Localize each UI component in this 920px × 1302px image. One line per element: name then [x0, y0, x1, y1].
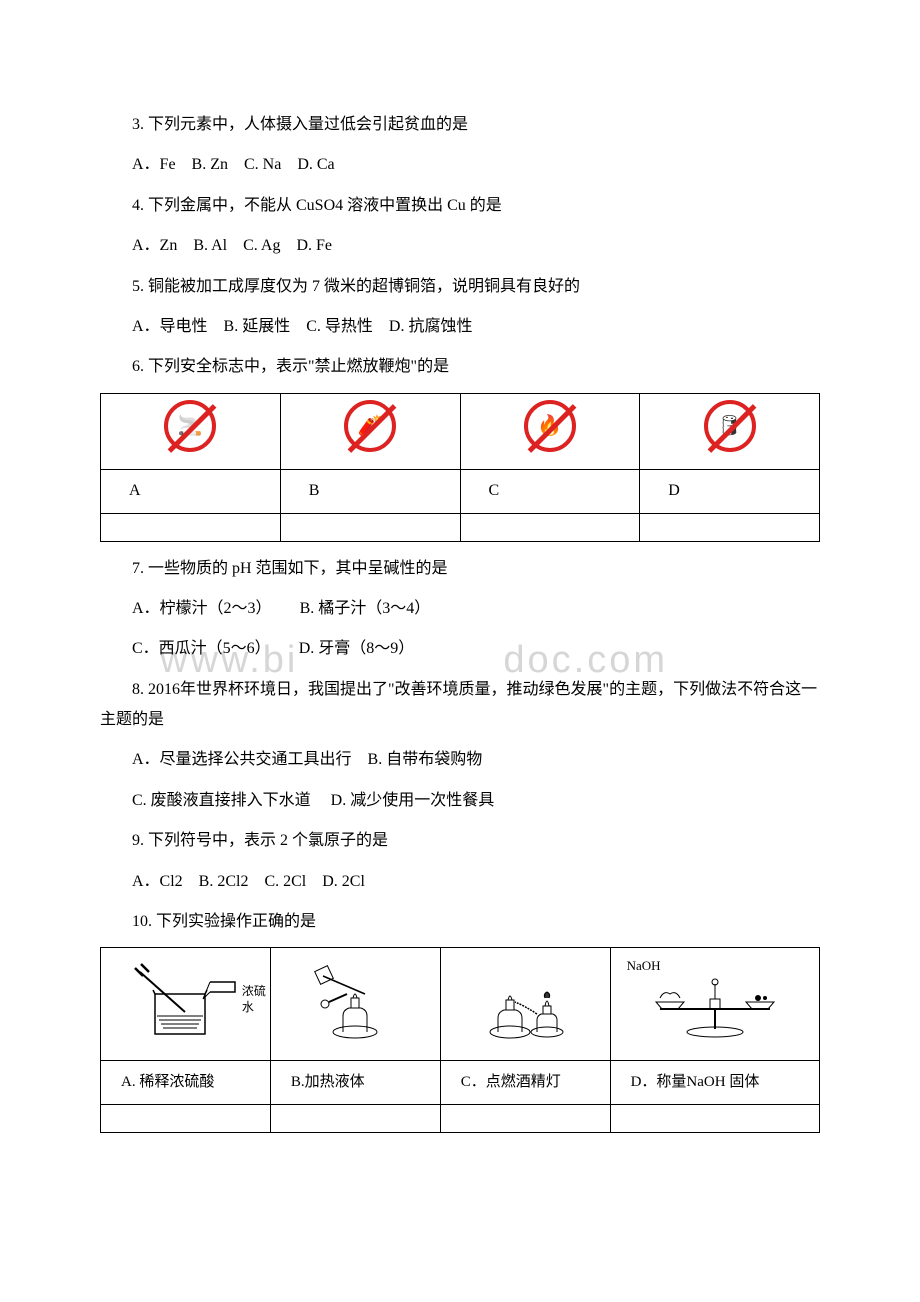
prohibit-fireworks-icon: 🧨 — [344, 400, 396, 452]
q5-text: 5. 铜能被加工成厚度仅为 7 微米的超博铜箔，说明铜具有良好的 — [100, 272, 820, 302]
q10-anno-a2: 水 — [242, 1000, 254, 1014]
q10-label-a: A. 稀释浓硫酸 — [101, 1060, 271, 1104]
icon-inner-a: 🚬 — [178, 407, 203, 445]
light-lamp-icon — [465, 954, 585, 1042]
q10-label-c: C．点燃酒精灯 — [440, 1060, 610, 1104]
q3-text: 3. 下列元素中，人体摄入量过低会引起贫血的是 — [100, 110, 820, 140]
q10-text: 10. 下列实验操作正确的是 — [100, 907, 820, 937]
q10-table: 浓硫 水 — [100, 947, 820, 1132]
q7-opt-c: C．西瓜汁（5～6） — [132, 640, 263, 657]
q10-img-d: NaOH — [610, 948, 819, 1060]
q4-options: A．Zn B. Al C. Ag D. Fe — [100, 231, 820, 261]
q7-opt-a: A．柠檬汁（2～3） — [132, 600, 264, 617]
q7-opts-ab: A．柠檬汁（2～3） B. 橘子汁（3～4） — [100, 594, 820, 624]
q10-img-b — [270, 948, 440, 1060]
q7-opt-d: D. 牙膏（8～9） — [299, 640, 415, 657]
q6-icon-a-cell: 🚬 — [101, 393, 281, 469]
q3-options: A．Fe B. Zn C. Na D. Ca — [100, 150, 820, 180]
q9-text: 9. 下列符号中，表示 2 个氯原子的是 — [100, 826, 820, 856]
icon-inner-c: 🔥 — [537, 407, 562, 445]
icon-inner-b: 🧨 — [358, 407, 383, 445]
q7-opts-cd: C．西瓜汁（5～6） D. 牙膏（8～9） — [100, 634, 820, 664]
q6-empty-d — [640, 513, 820, 541]
q7-text: 7. 一些物质的 pH 范围如下，其中呈碱性的是 — [100, 554, 820, 584]
q6-icon-c-cell: 🔥 — [460, 393, 640, 469]
q10-empty-c — [440, 1104, 610, 1132]
q10-img-a: 浓硫 水 — [101, 948, 271, 1060]
q6-text: 6. 下列安全标志中，表示"禁止燃放鞭炮"的是 — [100, 352, 820, 382]
prohibit-fire-icon: 🔥 — [524, 400, 576, 452]
q7-opt-b: B. 橘子汁（3～4） — [300, 600, 431, 617]
q10-label-b: B.加热液体 — [270, 1060, 440, 1104]
q6-table: 🚬 🧨 🔥 🛢 A B C D — [100, 393, 820, 542]
q8-opts-cd: C. 废酸液直接排入下水道 D. 减少使用一次性餐具 — [100, 786, 820, 816]
q6-label-b: B — [280, 470, 460, 513]
q5-options: A．导电性 B. 延展性 C. 导热性 D. 抗腐蚀性 — [100, 312, 820, 342]
weigh-naoh-icon — [640, 954, 790, 1042]
q10-img-c — [440, 948, 610, 1060]
prohibit-flammable-icon: 🛢 — [704, 400, 756, 452]
q6-label-c: C — [460, 470, 640, 513]
q4-text: 4. 下列金属中，不能从 CuSO4 溶液中置换出 Cu 的是 — [100, 191, 820, 221]
q6-label-a: A — [101, 470, 281, 513]
q8-text: 8. 2016年世界杯环境日，我国提出了"改善环境质量，推动绿色发展"的主题，下… — [100, 675, 820, 736]
q6-icon-d-cell: 🛢 — [640, 393, 820, 469]
q10-empty-a — [101, 1104, 271, 1132]
q10-anno-a1: 浓硫 — [242, 984, 266, 998]
q10-empty-b — [270, 1104, 440, 1132]
q10-label-d: D．称量NaOH 固体 — [610, 1060, 819, 1104]
dilute-acid-icon — [125, 954, 245, 1042]
q6-icon-b-cell: 🧨 — [280, 393, 460, 469]
q9-options: A．Cl2 B. 2Cl2 C. 2Cl D. 2Cl — [100, 867, 820, 897]
q10-anno-d: NaOH — [627, 954, 661, 979]
q6-empty-b — [280, 513, 460, 541]
q6-empty-a — [101, 513, 281, 541]
q8-opts-ab: A．尽量选择公共交通工具出行 B. 自带布袋购物 — [100, 745, 820, 775]
q6-label-d: D — [640, 470, 820, 513]
q6-empty-c — [460, 513, 640, 541]
prohibit-smoking-icon: 🚬 — [164, 400, 216, 452]
q10-empty-d — [610, 1104, 819, 1132]
icon-inner-d: 🛢 — [717, 407, 742, 445]
heat-liquid-icon — [295, 954, 415, 1042]
